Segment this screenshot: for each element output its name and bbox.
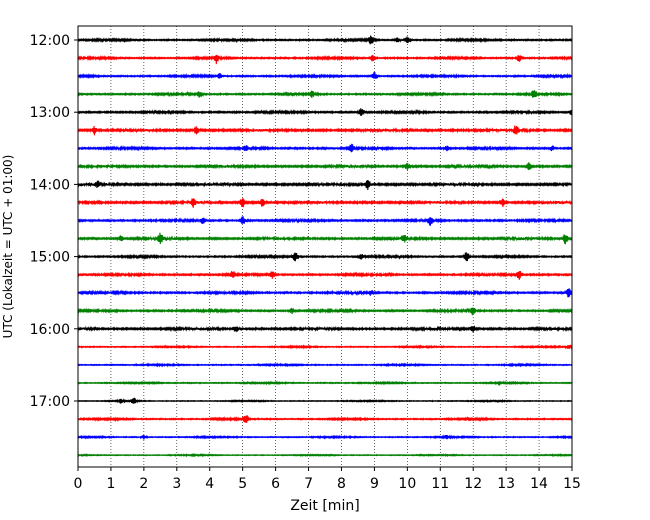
trace-1200: [77, 35, 573, 45]
trace-1245: [77, 90, 573, 99]
x-tick-label: 11: [431, 476, 449, 492]
trace-1745: [77, 452, 573, 458]
y-tick-label: 14:00: [30, 177, 70, 193]
y-axis-label: UTC (Lokalzeit = UTC + 01:00): [1, 155, 15, 339]
trace-1715: [77, 415, 573, 424]
x-tick-label: 12: [464, 476, 482, 492]
trace-1515: [77, 271, 573, 280]
trace-1645: [77, 380, 573, 386]
plot-frame: [77, 25, 573, 468]
trace-1545: [77, 307, 573, 316]
trace-1415: [77, 198, 573, 208]
trace-1730: [77, 434, 573, 440]
trace-1530: [77, 288, 573, 298]
y-tick-label: 15:00: [30, 250, 70, 266]
trace-1630: [77, 362, 573, 368]
x-tick-label: 2: [139, 476, 148, 492]
x-tick-label: 7: [304, 476, 313, 492]
y-tick-label: 13:00: [30, 105, 70, 121]
trace-1600: [77, 325, 573, 333]
trace-1300: [77, 108, 573, 117]
x-tick-label: 1: [106, 476, 115, 492]
x-tick-label: 15: [563, 476, 581, 492]
trace-1500: [77, 252, 573, 262]
x-tick-label: 10: [398, 476, 416, 492]
trace-1230: [77, 71, 573, 80]
x-axis-label: Zeit [min]: [290, 498, 359, 514]
y-axis-ticks: 12:00 13:00 14:00 15:00 16:00 17:00: [30, 33, 78, 410]
x-tick-label: 3: [172, 476, 181, 492]
trace-1315: [77, 125, 573, 136]
x-tick-label: 5: [238, 476, 247, 492]
x-tick-label: 8: [337, 476, 346, 492]
x-tick-label: 13: [497, 476, 515, 492]
x-tick-label: 14: [530, 476, 548, 492]
trace-1700: [77, 397, 573, 404]
x-tick-label: 6: [271, 476, 280, 492]
y-tick-label: 16:00: [30, 322, 70, 338]
trace-1330: [77, 143, 573, 153]
y-tick-label: 17:00: [30, 394, 70, 410]
trace-1215: [77, 54, 573, 65]
y-tick-label: 12:00: [30, 33, 70, 49]
trace-1445: [77, 232, 573, 245]
trace-1345: [77, 162, 573, 171]
trace-1400: [77, 180, 573, 191]
x-tick-label: 4: [205, 476, 214, 492]
x-tick-label: 0: [74, 476, 83, 492]
trace-1430: [77, 216, 573, 226]
trace-1615: [77, 344, 573, 350]
seismic-traces: [77, 35, 573, 458]
x-axis-ticks: 0 1 2 3 4 5 6 7 8 9 10 11 12 13 14 15: [74, 467, 581, 492]
x-tick-label: 9: [370, 476, 379, 492]
